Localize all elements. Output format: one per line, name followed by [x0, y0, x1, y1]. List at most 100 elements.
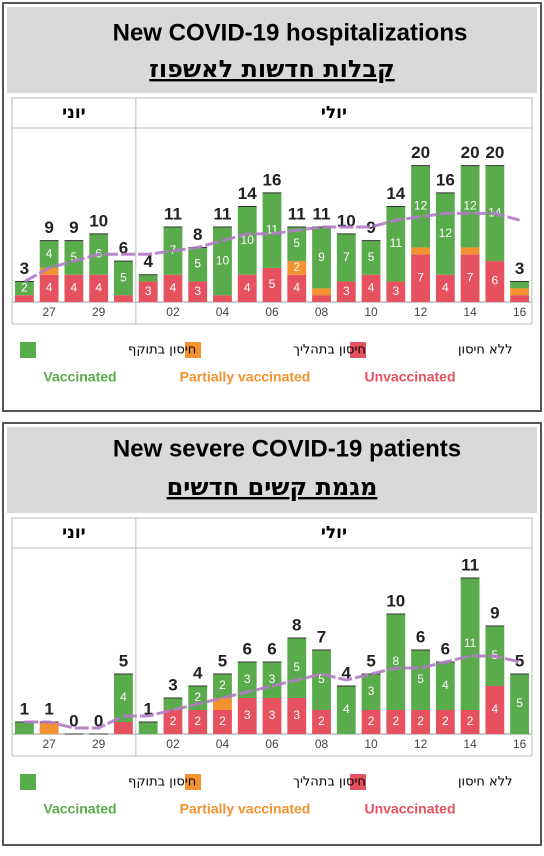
- bar-segment: [114, 722, 133, 734]
- segment-label: 2: [442, 714, 449, 728]
- bar-segment: [312, 295, 331, 302]
- legend-label: חיסון בתהליך: [293, 775, 366, 790]
- segment-label: 7: [467, 270, 474, 284]
- segment-label: 5: [318, 672, 325, 686]
- x-tick-label: 06: [265, 737, 279, 751]
- segment-label: 10: [216, 253, 230, 267]
- total-label: 5: [218, 651, 227, 670]
- bar-segment: [237, 698, 257, 734]
- bar-segment: [14, 295, 34, 302]
- x-tick-label: 04: [216, 305, 230, 319]
- segment-label: 4: [492, 702, 499, 716]
- total-label: 6: [416, 627, 425, 646]
- legend-label: ללא חיסון: [458, 775, 513, 790]
- segment-label: 2: [219, 714, 226, 728]
- segment-label: 11: [464, 636, 477, 650]
- segment-label: 5: [516, 696, 523, 710]
- legend-label: ללא חיסון: [458, 343, 513, 358]
- legend-label-en: Unvaccinated: [364, 369, 455, 385]
- total-label: 9: [490, 603, 499, 622]
- segment-label: 2: [194, 690, 201, 704]
- bar-segment: [188, 281, 208, 302]
- total-label: 0: [94, 711, 103, 730]
- bar-segment: [510, 295, 530, 302]
- chart-title: New COVID-19 hospitalizations: [113, 19, 468, 46]
- bar-segment: [39, 274, 59, 302]
- bar-segment: [485, 686, 505, 734]
- segment-label: 2: [170, 714, 177, 728]
- total-label: 8: [193, 225, 202, 244]
- bar-segment: [411, 165, 430, 248]
- bar-segment: [64, 274, 84, 302]
- bar-segment: [336, 233, 356, 282]
- segment-label: 2: [293, 260, 300, 274]
- bar-segment: [262, 267, 282, 302]
- segment-label: 8: [392, 654, 399, 668]
- chart-title: New severe COVID-19 patients: [113, 435, 461, 462]
- x-tick-label: 27: [42, 305, 56, 319]
- total-label: 11: [288, 204, 306, 223]
- segment-label: 4: [46, 281, 53, 295]
- total-label: 11: [313, 204, 331, 223]
- segment-label: 4: [343, 702, 350, 716]
- segment-label: 9: [318, 250, 325, 264]
- segment-label: 2: [194, 714, 201, 728]
- bar-segment: [138, 274, 158, 282]
- segment-label: 3: [392, 284, 399, 298]
- bar-segment: [361, 674, 381, 710]
- x-tick-label: 04: [216, 737, 230, 751]
- segment-label: 3: [244, 672, 251, 686]
- bar-segment: [163, 698, 183, 710]
- x-tick-label: 10: [364, 305, 378, 319]
- segment-label: 2: [417, 714, 424, 728]
- x-tick-label: 08: [315, 305, 329, 319]
- total-label: 3: [20, 259, 29, 278]
- bar-segment: [485, 261, 505, 302]
- bar-segment: [435, 274, 455, 302]
- segment-label: 5: [194, 257, 201, 271]
- bar-segment: [14, 722, 34, 734]
- bar-segment: [163, 710, 183, 734]
- total-label: 4: [342, 663, 352, 682]
- legend-label-en: Unvaccinated: [364, 801, 455, 817]
- segment-label: 4: [442, 281, 449, 295]
- segment-label: 4: [71, 281, 78, 295]
- total-label: 16: [263, 170, 282, 189]
- bar-segment: [14, 281, 34, 296]
- segment-label: 5: [293, 236, 300, 250]
- total-label: 7: [317, 627, 326, 646]
- bar-segment: [386, 710, 406, 734]
- total-label: 14: [238, 184, 257, 203]
- x-tick-label: 27: [42, 737, 56, 751]
- segment-label: 4: [46, 246, 53, 260]
- bar-segment: [213, 698, 232, 710]
- x-tick-label: 16: [513, 305, 527, 319]
- month-label: יוני: [62, 523, 86, 543]
- bar-segment: [287, 227, 307, 262]
- bar-segment: [510, 281, 530, 289]
- bar-segment: [312, 288, 331, 296]
- segment-label: 5: [417, 672, 424, 686]
- segment-label: 3: [194, 284, 201, 298]
- segment-label: 7: [343, 250, 350, 264]
- total-label: 6: [441, 639, 450, 658]
- bar-segment: [460, 254, 480, 302]
- segment-label: 6: [492, 274, 499, 288]
- bar-segment: [39, 240, 59, 268]
- legend-swatch: [350, 774, 366, 790]
- bar-segment: [213, 674, 232, 698]
- total-label: 6: [267, 639, 276, 658]
- x-tick-label: 29: [92, 305, 106, 319]
- bar-segment: [411, 710, 430, 734]
- total-label: 5: [515, 651, 524, 670]
- legend-swatch: [185, 342, 201, 358]
- segment-label: 12: [463, 199, 477, 213]
- total-label: 0: [69, 711, 78, 730]
- header-box: [7, 7, 537, 93]
- segment-label: 2: [21, 281, 28, 295]
- bar-segment: [312, 227, 331, 289]
- legend-swatch: [20, 774, 36, 790]
- segment-label: 5: [120, 270, 127, 284]
- x-tick-label: 10: [364, 737, 378, 751]
